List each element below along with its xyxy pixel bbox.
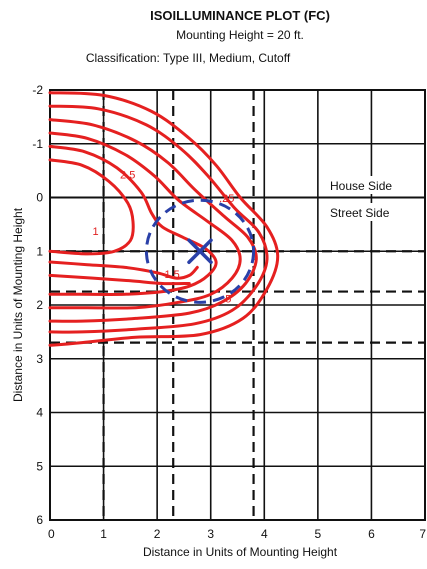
contour-label-4: .5 [222, 293, 231, 305]
house-side-label-background [326, 176, 404, 194]
region-labels: House Side Street Side [326, 176, 404, 221]
contour-label-3: 1.5 [164, 269, 179, 281]
luminaire-marker-stroke-b [187, 238, 213, 264]
y-tick-label-3: 3 [36, 352, 43, 366]
y-tick-label-neg1: -1 [32, 137, 43, 151]
x-tick-label-7: 7 [419, 527, 426, 541]
house-side-label: House Side [330, 179, 392, 193]
contour-line-2 [48, 104, 269, 334]
y-tick-label-1: 1 [36, 244, 43, 258]
y-tick-label-5: 5 [36, 459, 43, 473]
contour-line-8 [48, 273, 191, 286]
y-axis-tick-labels: -2 -1 0 1 2 3 4 5 6 [32, 83, 43, 527]
y-tick-label-2: 2 [36, 298, 43, 312]
plot-area: 2.5 .25 1.5 .5 1 0 1 2 3 4 5 6 7 -2 -1 0 1 2 3 4 5 6 House … [32, 83, 426, 541]
chart-title: ISOILLUMINANCE PLOT (FC) [150, 8, 330, 23]
contour-line-7 [48, 260, 199, 280]
contour-labels: 2.5 .25 1.5 .5 1 [92, 170, 234, 306]
contour-line-6 [48, 158, 135, 256]
chart-subtitle-classification: Classification: Type III, Medium, Cutoff [86, 51, 291, 65]
contour-label-2: .25 [219, 193, 234, 205]
street-side-label: Street Side [330, 206, 390, 220]
x-axis-tick-labels: 0 1 2 3 4 5 6 7 [48, 527, 426, 541]
x-tick-label-4: 4 [261, 527, 268, 541]
contour-line-1 [48, 91, 280, 347]
x-tick-label-0: 0 [48, 527, 55, 541]
x-tick-label-5: 5 [315, 527, 322, 541]
x-tick-label-1: 1 [100, 527, 107, 541]
contour-label-5: 1 [92, 226, 98, 238]
contour-line-5 [48, 144, 218, 296]
dashed-reference-lines [50, 90, 425, 520]
y-tick-label-0: 0 [36, 191, 43, 205]
y-tick-label-4: 4 [36, 406, 43, 420]
x-tick-label-3: 3 [207, 527, 214, 541]
chart-subtitle-mounting-height: Mounting Height = 20 ft. [176, 28, 304, 42]
y-axis-label: Distance in Units of Mounting Height [11, 207, 25, 402]
x-tick-label-6: 6 [368, 527, 375, 541]
street-side-label-background [326, 203, 404, 221]
contour-label-1: 2.5 [120, 170, 135, 182]
y-tick-label-neg2: -2 [32, 83, 43, 97]
contour-line-4 [48, 131, 242, 310]
x-axis-label: Distance in Units of Mounting Height [143, 545, 338, 559]
luminaire-layer [144, 198, 256, 304]
luminaire-distribution-ellipse [144, 198, 256, 304]
isoilluminance-contours [48, 91, 280, 347]
y-tick-label-6: 6 [36, 513, 43, 527]
x-tick-label-2: 2 [154, 527, 161, 541]
